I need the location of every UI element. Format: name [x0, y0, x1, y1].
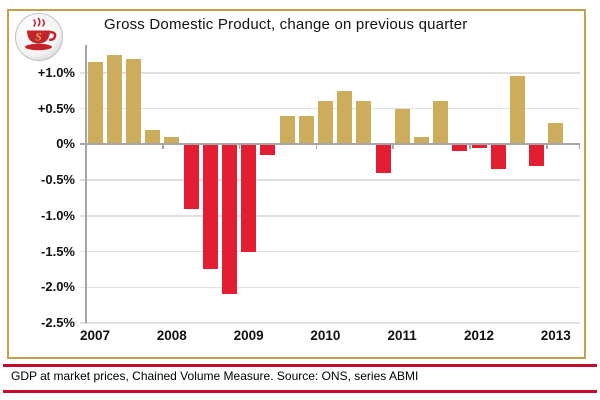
bar-2008-q3: [202, 144, 218, 270]
x-year-label: 2007: [79, 328, 111, 343]
bar-2009-q4: [298, 115, 314, 145]
y-tick-label: 0%: [56, 136, 75, 152]
y-tick-label: -1.0%: [41, 207, 75, 223]
bar-2011-q1: [394, 108, 410, 145]
bar-2011-q4: [452, 144, 468, 152]
bar-2008-q2: [183, 144, 199, 209]
x-year-label: 2010: [310, 328, 341, 343]
x-year-label: 2013: [540, 328, 571, 343]
bar-2009-q2: [260, 144, 276, 156]
x-year-label: 2008: [156, 328, 187, 343]
bar-2010-q3: [356, 101, 372, 145]
saucer-icon: [25, 43, 52, 51]
gridline: [80, 179, 580, 181]
year-tick: [469, 144, 471, 150]
bar-2010-q4: [375, 144, 391, 173]
y-tick-label: -0.5%: [41, 172, 75, 188]
espresso-cup-logo: S: [15, 13, 63, 61]
source-caption: GDP at market prices, Chained Volume Mea…: [11, 369, 419, 383]
y-tick-label: -2.0%: [41, 279, 75, 295]
logo-letter: S: [35, 30, 42, 44]
y-tick-label: +0.5%: [37, 100, 75, 116]
bar-2012-q3: [509, 76, 525, 145]
bar-2008-q4: [221, 144, 237, 295]
bar-2007-q2: [106, 55, 122, 145]
year-tick: [392, 144, 394, 150]
bar-2013-q1: [548, 122, 564, 145]
bar-2007-q3: [125, 58, 141, 145]
y-axis-line: [85, 45, 87, 323]
bar-2009-q3: [279, 115, 295, 145]
y-tick-label: -2.5%: [41, 315, 75, 330]
chart-panel-border: [7, 9, 586, 359]
y-tick-label: +1.0%: [37, 64, 75, 80]
x-year-label: 2012: [463, 328, 495, 343]
x-year-label: 2009: [233, 328, 264, 343]
red-rule-top: [3, 364, 597, 367]
bar-2010-q2: [337, 90, 353, 145]
gridline: [80, 250, 580, 253]
year-tick: [578, 144, 580, 150]
bar-2007-q1: [87, 62, 103, 145]
year-tick: [162, 144, 164, 150]
bar-2010-q1: [317, 101, 333, 145]
bar-2007-q4: [145, 130, 161, 145]
red-rule-bottom: [3, 390, 597, 393]
bar-2011-q3: [433, 101, 449, 145]
x-year-label: 2011: [387, 328, 417, 343]
y-tick-label: -1.5%: [41, 243, 75, 259]
zero-axis-line: [80, 143, 580, 146]
chart-title: Gross Domestic Product, change on previo…: [104, 16, 468, 33]
steam-icon: [33, 17, 45, 27]
gridline: [80, 72, 580, 74]
gridline: [80, 322, 580, 324]
bar-2012-q1: [471, 144, 487, 148]
year-tick: [315, 144, 318, 150]
year-tick: [238, 144, 241, 150]
bar-2009-q1: [241, 144, 257, 252]
gridline: [80, 215, 580, 217]
gridline: [80, 286, 580, 289]
bar-2011-q2: [413, 137, 429, 145]
coffee-cup-icon: [27, 30, 50, 44]
year-tick: [546, 144, 548, 150]
cup-handle-icon: [48, 30, 57, 41]
bar-2012-q4: [529, 144, 545, 166]
bar-2008-q1: [164, 137, 180, 145]
bar-2012-q2: [490, 144, 506, 170]
